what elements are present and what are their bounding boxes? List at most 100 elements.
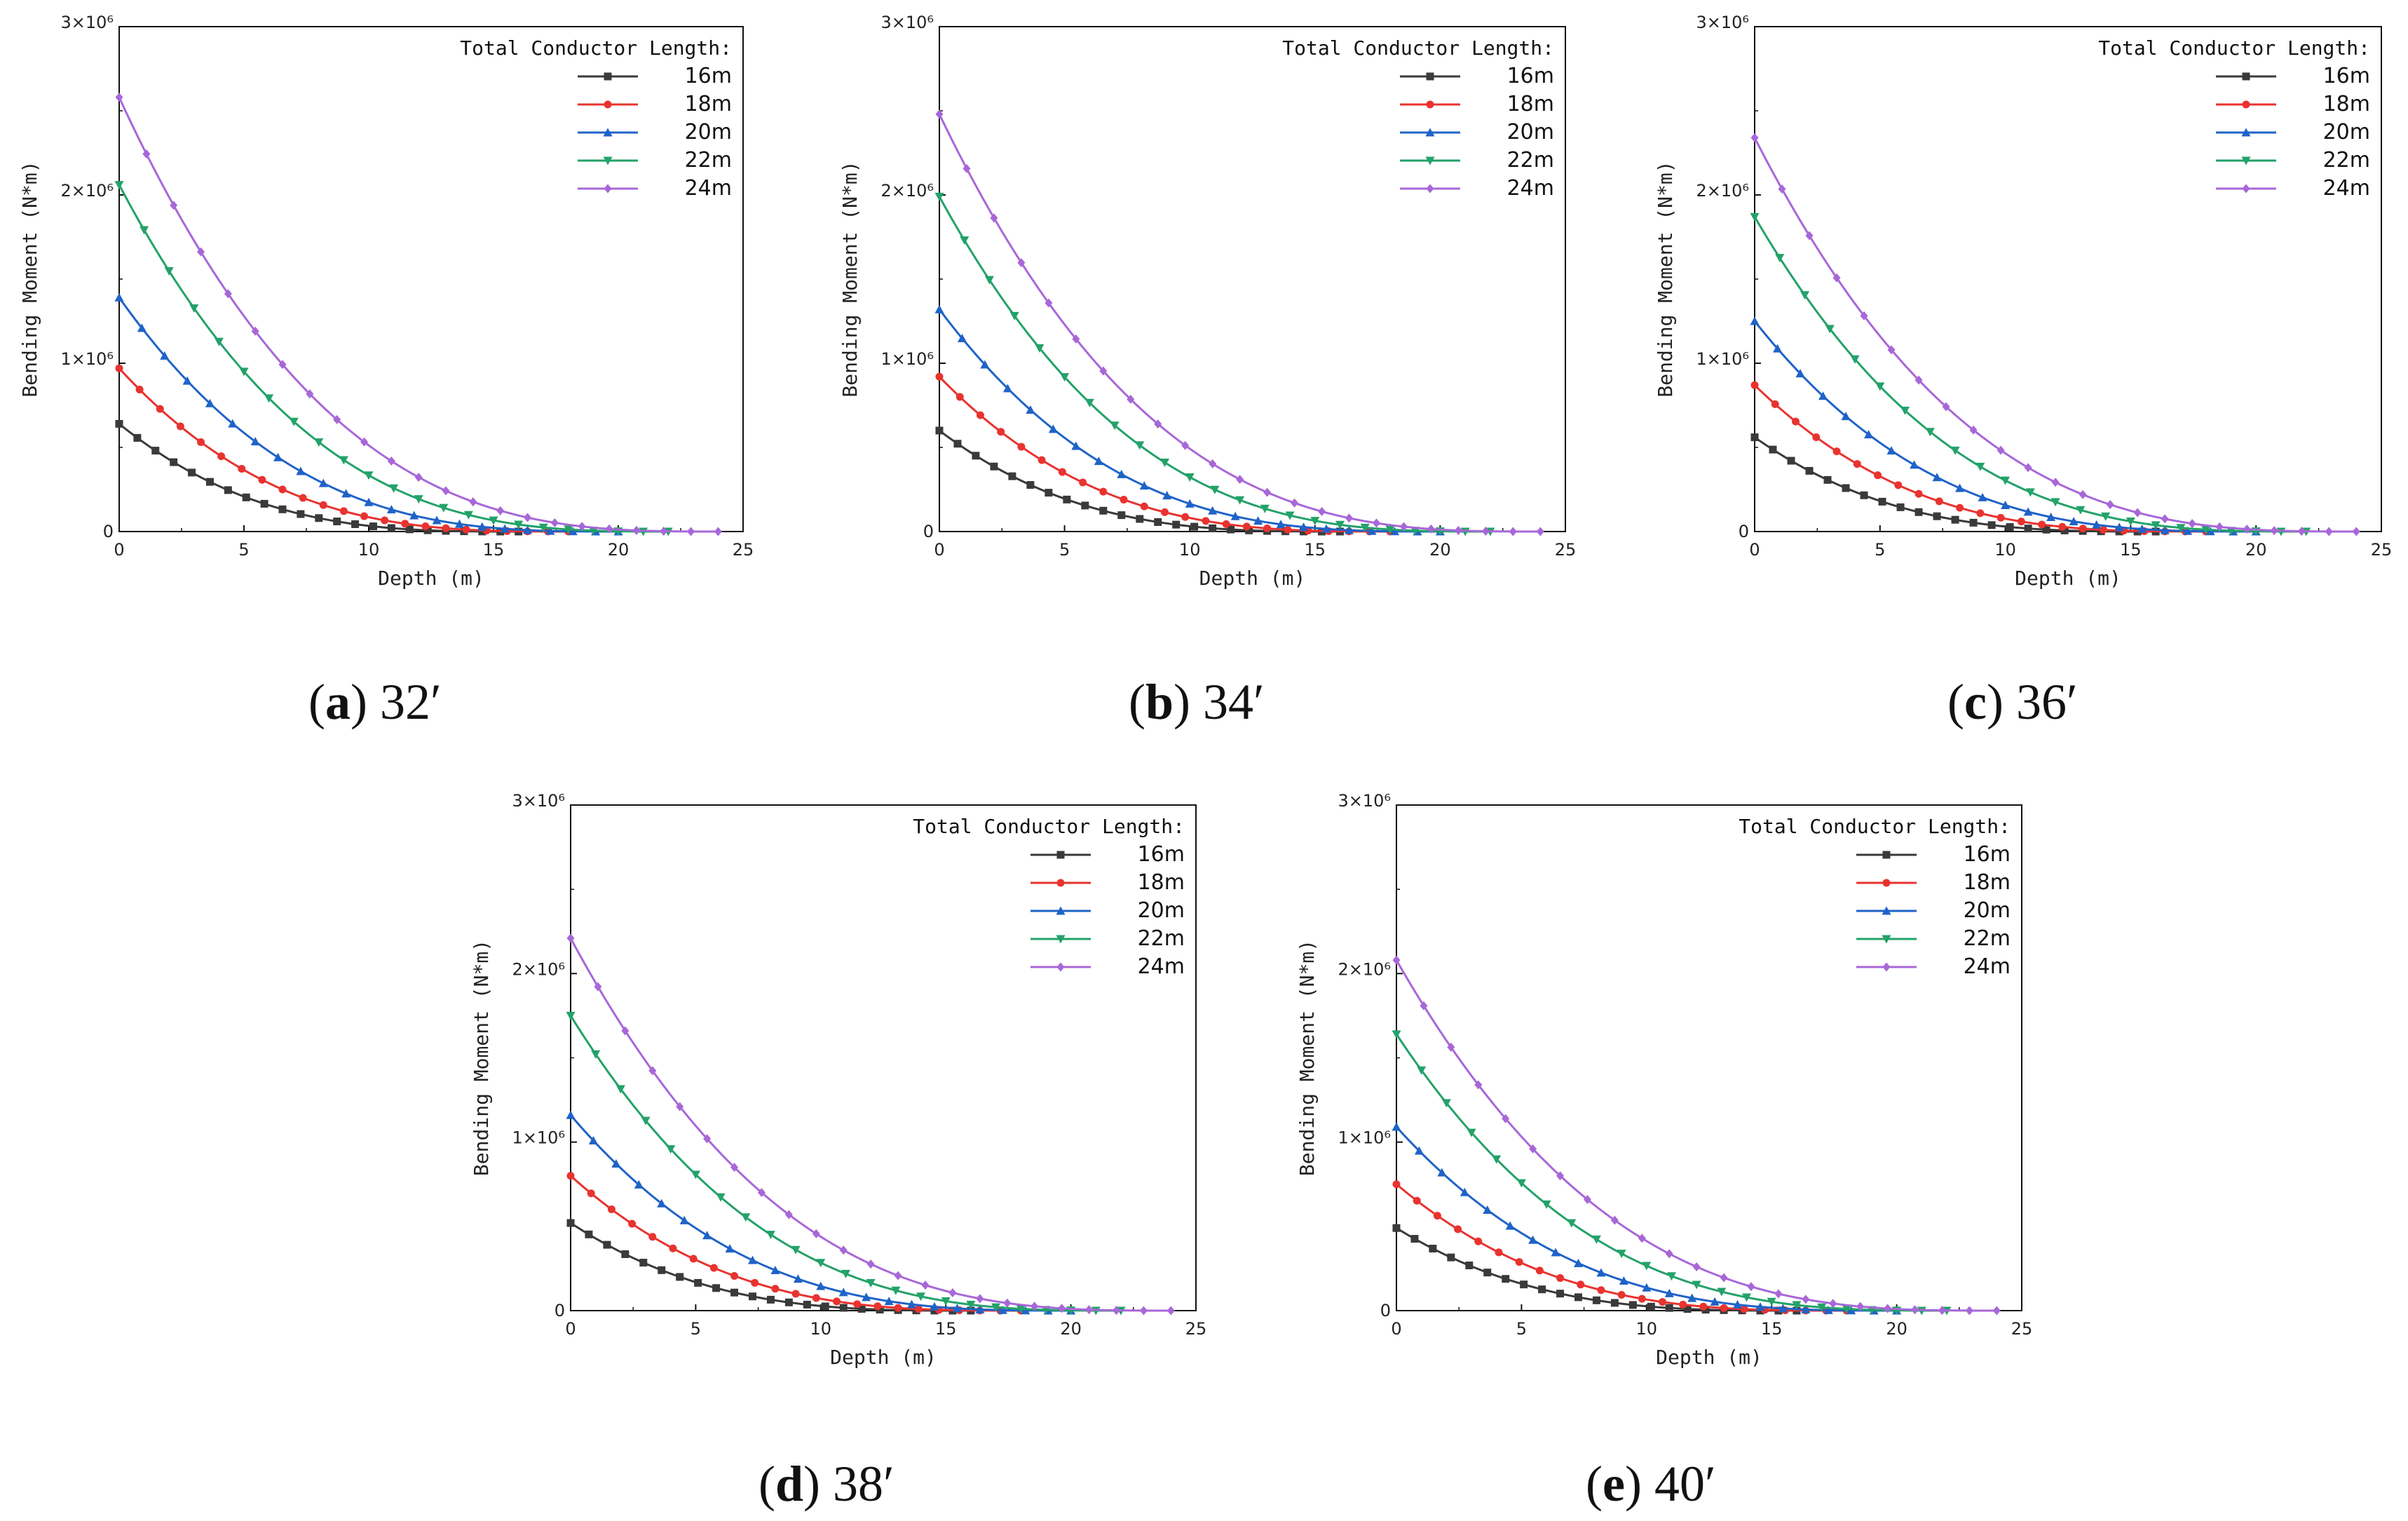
x-tick-label: 10 <box>810 1319 832 1339</box>
data-point <box>1071 441 1081 450</box>
series-24m <box>1392 955 2001 1316</box>
data-point <box>1692 1262 1701 1272</box>
data-point <box>182 376 192 385</box>
data-point <box>770 1265 780 1274</box>
data-point <box>297 510 305 518</box>
data-point <box>1060 373 1070 382</box>
data-point <box>1710 1297 1720 1306</box>
data-point <box>306 389 314 399</box>
data-point <box>1853 460 1861 468</box>
data-point <box>611 1159 621 1168</box>
data-point <box>1665 1249 1673 1259</box>
x-tick-label: 20 <box>1060 1319 1082 1339</box>
data-point <box>524 513 532 522</box>
data-point <box>351 520 360 528</box>
data-point <box>935 109 944 119</box>
data-point <box>894 1271 902 1280</box>
x-axis-title: Depth (m) <box>830 1346 937 1369</box>
data-point <box>314 438 324 447</box>
data-point <box>998 1305 1007 1314</box>
data-point <box>1969 518 1978 527</box>
legend-marker <box>1882 879 1891 887</box>
data-point <box>2106 500 2114 510</box>
data-point <box>1392 1030 1401 1039</box>
data-point <box>1299 522 1309 532</box>
data-point <box>1429 1245 1437 1253</box>
series-18m <box>566 1172 1025 1315</box>
data-point <box>189 304 199 313</box>
legend-label: 22m <box>1138 926 1185 951</box>
data-point <box>1242 522 1251 531</box>
data-point <box>2160 525 2170 534</box>
data-point <box>1577 1280 1585 1289</box>
data-point <box>1253 516 1263 525</box>
data-point <box>1495 1248 1503 1257</box>
data-point <box>1172 520 1181 529</box>
y-tick-label: 2×10⁶ <box>512 959 565 979</box>
data-point <box>1427 524 1435 534</box>
legend-item-18m: 18m <box>1856 870 2011 895</box>
data-point <box>1659 1298 1667 1306</box>
series-line <box>1753 320 2257 533</box>
series-22m <box>114 181 673 536</box>
data-point <box>1551 1248 1560 1257</box>
series-24m <box>566 933 1175 1316</box>
data-point <box>469 497 477 507</box>
data-point <box>641 1116 651 1125</box>
legend-label: 20m <box>1964 898 2011 923</box>
data-point <box>1467 1128 1476 1137</box>
legend-label: 16m <box>2323 64 2370 88</box>
data-point <box>1817 1303 1827 1312</box>
data-point <box>1875 382 1885 391</box>
data-point <box>793 1274 803 1283</box>
data-point <box>1117 511 1126 520</box>
data-point <box>296 466 306 475</box>
data-point <box>716 1193 726 1202</box>
series-line <box>569 938 1171 1312</box>
x-tick-label: 0 <box>1391 1319 1401 1339</box>
data-point <box>1276 520 1286 529</box>
data-point <box>160 351 170 360</box>
data-point <box>1185 499 1195 508</box>
data-point <box>1802 1294 1810 1304</box>
data-point <box>876 1306 884 1314</box>
data-point <box>1556 1171 1565 1181</box>
data-point <box>771 1285 780 1293</box>
data-point <box>1399 522 1408 532</box>
data-point <box>839 1304 848 1312</box>
data-point <box>639 1259 648 1267</box>
data-point <box>2024 463 2032 473</box>
data-point <box>803 1300 811 1309</box>
data-point <box>841 1269 850 1278</box>
data-point <box>689 1255 698 1263</box>
data-point <box>228 419 238 428</box>
data-point <box>1202 517 1210 525</box>
series-24m <box>1750 133 2360 536</box>
data-point <box>414 473 423 482</box>
data-point <box>676 1273 684 1281</box>
y-tick-label: 3×10⁶ <box>1696 13 1749 32</box>
data-point <box>1933 512 1941 520</box>
legend-marker <box>603 128 613 137</box>
data-point <box>1318 506 1326 516</box>
legend-item-20m: 20m <box>1030 898 1185 923</box>
data-point <box>2051 478 2060 487</box>
data-point <box>1969 425 1978 435</box>
caption-d: (d) 38′ <box>759 1456 895 1512</box>
data-point <box>1392 955 1401 965</box>
x-tick-label: 0 <box>114 540 124 560</box>
data-point <box>1592 1296 1600 1304</box>
data-point <box>156 405 164 413</box>
data-point <box>1750 381 1759 389</box>
data-point <box>489 516 498 525</box>
data-point <box>1017 258 1026 268</box>
data-point <box>2243 525 2251 534</box>
data-point <box>1140 502 1148 511</box>
data-point <box>318 478 328 487</box>
data-point <box>1528 1235 1538 1244</box>
y-tick-label: 0 <box>1739 522 1749 541</box>
data-point <box>258 475 266 484</box>
y-tick-label: 0 <box>923 522 934 541</box>
legend-item-20m: 20m <box>1856 898 2011 923</box>
caption-text: 34′ <box>1203 674 1265 730</box>
